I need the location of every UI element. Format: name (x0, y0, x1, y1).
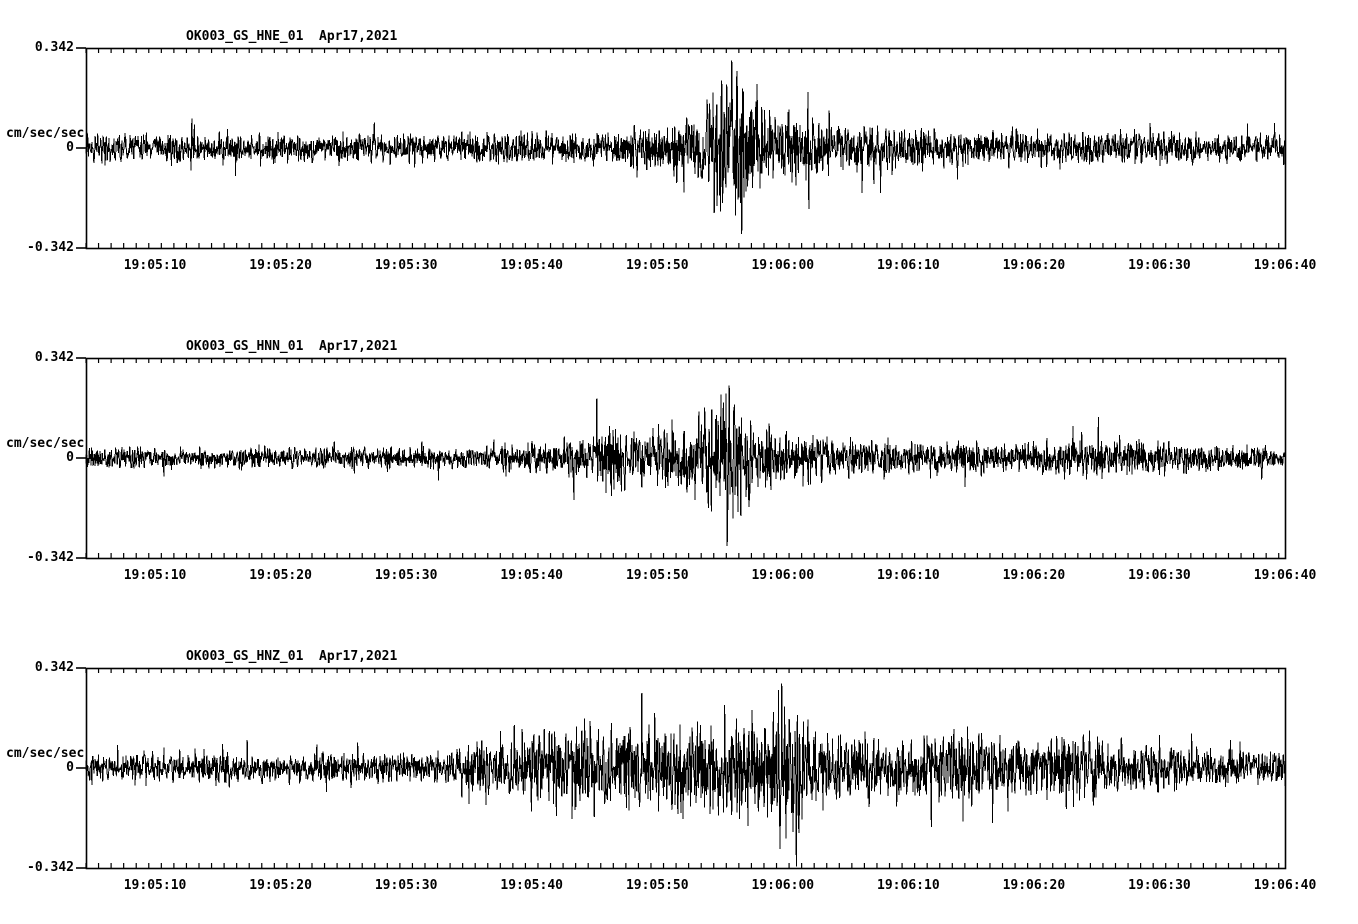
x-tick-label: 19:05:20 (249, 568, 312, 583)
x-tick-label: 19:05:40 (500, 258, 563, 273)
y-axis-label: cm/sec/sec (6, 436, 85, 451)
x-tick-label: 19:06:20 (1002, 568, 1066, 583)
x-tick-label: 19:05:40 (500, 878, 563, 893)
y-tick-label: -0.342 (27, 860, 74, 875)
panel-title: OK003_GS_HNE_01 Apr17,2021 (186, 29, 398, 44)
x-tick-label: 19:05:10 (123, 258, 187, 273)
x-axis-ticks (85, 668, 1280, 868)
waveform-trace (85, 683, 1286, 867)
y-axis-label: cm/sec/sec (6, 746, 85, 761)
x-tick-label: 19:05:50 (625, 878, 689, 893)
panel-title: OK003_GS_HNN_01 Apr17,2021 (186, 339, 398, 354)
x-tick-label: 19:06:40 (1253, 568, 1317, 583)
y-tick-label: 0.342 (34, 350, 74, 365)
y-axis-ticks (76, 47, 86, 249)
y-tick-label: 0 (66, 450, 74, 465)
x-tick-label: 19:06:00 (751, 878, 815, 893)
y-tick-label: 0.342 (34, 40, 74, 55)
x-tick-label: 19:05:10 (123, 878, 187, 893)
y-tick-label: -0.342 (27, 550, 74, 565)
y-tick-label: 0.342 (34, 660, 74, 675)
y-axis-ticks (76, 667, 86, 869)
x-tick-label: 19:06:40 (1253, 878, 1317, 893)
x-tick-label: 19:06:20 (1002, 878, 1066, 893)
y-tick-label: -0.342 (27, 240, 74, 255)
y-tick-label: 0 (66, 140, 74, 155)
x-tick-label: 19:05:20 (249, 258, 312, 273)
x-tick-label: 19:05:30 (374, 878, 438, 893)
y-axis-label: cm/sec/sec (6, 126, 85, 141)
x-tick-label: 19:06:00 (751, 258, 815, 273)
plot-frame (85, 47, 1287, 250)
x-tick-label: 19:06:30 (1128, 258, 1191, 273)
x-tick-label: 19:05:30 (374, 258, 438, 273)
waveform-trace (85, 385, 1286, 546)
x-axis-ticks (85, 48, 1280, 248)
y-tick-label: 0 (66, 760, 74, 775)
x-tick-label: 19:06:10 (877, 258, 940, 273)
x-tick-label: 19:06:20 (1002, 258, 1066, 273)
x-tick-label: 19:05:30 (374, 568, 438, 583)
x-tick-label: 19:05:50 (625, 258, 689, 273)
waveform-trace (85, 60, 1286, 234)
y-axis-ticks (76, 357, 86, 559)
x-tick-label: 19:05:50 (625, 568, 689, 583)
x-tick-label: 19:05:10 (123, 568, 187, 583)
panel-title: OK003_GS_HNZ_01 Apr17,2021 (186, 649, 398, 664)
x-tick-label: 19:05:20 (249, 878, 312, 893)
x-axis-ticks (85, 358, 1280, 558)
x-tick-label: 19:06:30 (1128, 568, 1191, 583)
x-tick-label: 19:06:10 (877, 568, 940, 583)
x-tick-label: 19:06:00 (751, 568, 815, 583)
x-tick-label: 19:06:30 (1128, 878, 1191, 893)
x-tick-label: 19:06:40 (1253, 258, 1317, 273)
x-tick-label: 19:06:10 (877, 878, 940, 893)
plot-frame (85, 357, 1287, 560)
x-tick-label: 19:05:40 (500, 568, 563, 583)
plot-frame (85, 667, 1287, 870)
